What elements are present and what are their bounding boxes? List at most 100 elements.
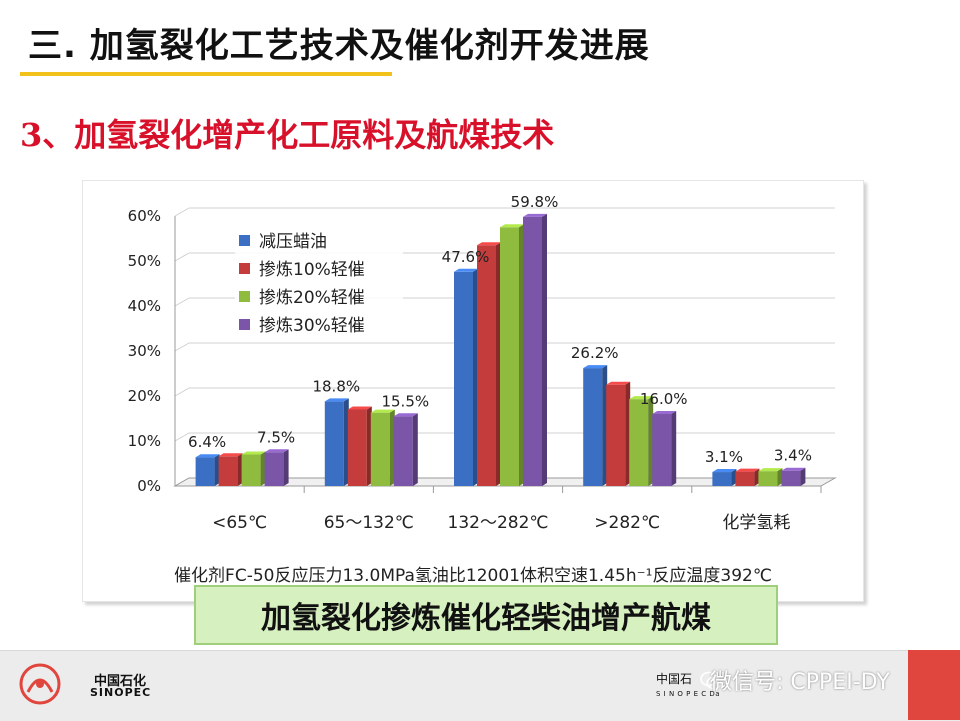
gridline <box>174 297 190 307</box>
x-axis-label: 催化剂FC-50反应压力13.0MPa氢油比12001体积空速1.45h⁻¹反应… <box>174 566 772 586</box>
bar <box>393 416 413 486</box>
legend-label: 减压蜡油 <box>259 232 327 252</box>
bar-side <box>519 224 524 486</box>
legend-swatch <box>239 319 250 330</box>
bar <box>735 471 755 486</box>
legend-swatch <box>239 235 250 246</box>
bar-side <box>800 467 806 486</box>
bar-side <box>260 451 266 486</box>
institute-english-name: S I N O P E C Da <box>656 690 721 698</box>
bar <box>652 414 672 486</box>
bar <box>583 368 603 486</box>
bar-top <box>264 449 289 453</box>
bar <box>454 271 473 486</box>
legend-label: 掺炼20%轻催 <box>259 288 365 308</box>
legend-box <box>235 221 403 341</box>
data-label: 59.8% <box>511 193 559 211</box>
bar <box>712 472 732 486</box>
bar <box>500 227 519 486</box>
bar <box>629 399 649 486</box>
legend-label: 掺炼30%轻催 <box>259 316 365 336</box>
legend-swatch <box>239 291 250 302</box>
bar-top <box>652 411 677 414</box>
bar-side <box>496 242 501 486</box>
x-tick-label: 65～132℃ <box>324 513 414 533</box>
section-heading: 3、加氢裂化增产化工原料及航煤技术 <box>20 116 555 154</box>
data-label: 6.4% <box>188 433 226 451</box>
gridline <box>174 207 190 217</box>
bar-top <box>629 396 654 400</box>
bar-top <box>218 453 243 457</box>
title-underline <box>20 72 392 76</box>
bar-top <box>758 468 783 472</box>
bar-side <box>214 454 220 486</box>
bar <box>477 245 496 486</box>
bar-top <box>781 467 806 471</box>
y-tick-label: 20% <box>128 387 161 405</box>
bar <box>241 454 261 486</box>
bar-top <box>347 406 372 410</box>
bar-top <box>324 398 349 402</box>
bar <box>347 409 367 486</box>
bar-side <box>237 453 243 486</box>
y-tick-label: 50% <box>128 252 161 270</box>
bar <box>523 216 542 486</box>
logo-english-name: SINOPEC <box>90 686 152 699</box>
sinopec-logo-icon <box>19 663 61 705</box>
data-label: 26.2% <box>571 344 619 362</box>
bar <box>264 452 284 486</box>
data-label: 7.5% <box>257 428 295 446</box>
footer-accent-block <box>908 650 960 720</box>
bar-side <box>412 413 418 486</box>
bar-side <box>731 469 737 486</box>
bar-top <box>606 381 631 385</box>
bar <box>324 401 344 486</box>
data-label: 16.0% <box>640 390 688 408</box>
watermark-text: 微信号: CPPEI-DY <box>710 670 890 695</box>
y-tick-label: 10% <box>128 432 161 450</box>
data-label: 47.6% <box>442 248 490 266</box>
slide-title: 三. 加氢裂化工艺技术及催化剂开发进展 <box>28 26 650 66</box>
bar <box>606 384 626 486</box>
bar <box>218 456 238 486</box>
bar-top <box>583 365 608 369</box>
bar-side <box>648 396 654 486</box>
x-tick-label: 化学氢耗 <box>722 513 790 533</box>
gridline <box>174 252 190 262</box>
logo-chinese-name: 中国石化 <box>94 674 147 689</box>
chart-frame: 0% 10% 20% 30% 40% 50% 60% <65℃ 65～132℃ 132～282℃ >… <box>82 180 864 602</box>
bar <box>370 412 390 486</box>
bar-side <box>343 398 349 486</box>
bar-top <box>195 454 220 458</box>
institute-chinese-name: 中国石 <box>656 672 693 686</box>
legend-label: 掺炼10%轻催 <box>259 260 365 280</box>
bar-side <box>473 268 478 486</box>
data-label: 3.1% <box>705 448 743 466</box>
gridline <box>174 432 190 442</box>
bar-side <box>777 468 783 486</box>
bar-top <box>393 413 418 417</box>
bar-top <box>454 268 478 272</box>
bar-side <box>754 468 760 486</box>
bar-side <box>602 365 608 486</box>
x-tick-label: <65℃ <box>212 513 267 533</box>
bar-side <box>671 411 677 486</box>
bar-top <box>241 451 266 455</box>
data-label: 15.5% <box>381 392 429 410</box>
bar-chart: 0% 10% 20% 30% 40% 50% 60% <65℃ 65～132℃ 132～282℃ >… <box>128 193 837 586</box>
gridline <box>174 342 190 352</box>
bar-top <box>500 224 524 228</box>
wechat-icon <box>700 671 722 690</box>
bar-side <box>542 213 547 486</box>
data-label: 18.8% <box>312 377 360 395</box>
bar-side <box>389 409 395 486</box>
bar-side <box>625 381 631 486</box>
legend-swatch <box>239 263 250 274</box>
bar-top <box>370 409 395 413</box>
bar <box>781 470 801 486</box>
gridline <box>174 387 190 397</box>
bar-top <box>523 213 547 217</box>
x-tick-label: >282℃ <box>594 513 660 533</box>
x-tick-label: 132～282℃ <box>448 513 549 533</box>
y-tick-label: 30% <box>128 342 161 360</box>
